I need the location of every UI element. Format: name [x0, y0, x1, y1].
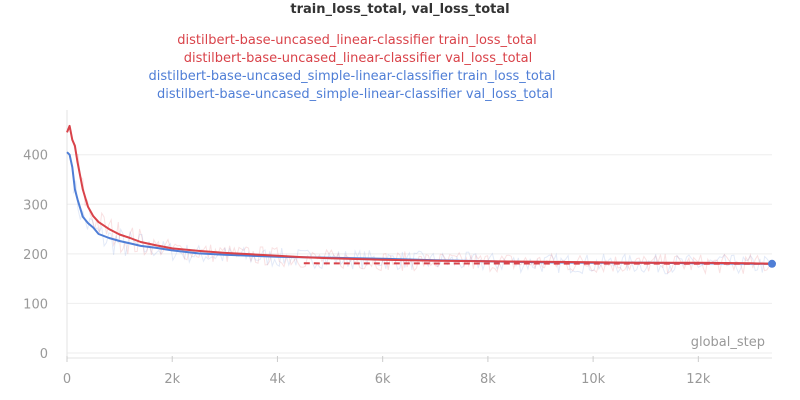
- series-lines: [66, 124, 776, 268]
- y-tick-label: 100: [23, 297, 48, 312]
- y-tick-label: 300: [23, 198, 48, 213]
- chart-title: train_loss_total, val_loss_total: [290, 2, 509, 17]
- legend-entry-simple-train[interactable]: distilbert-base-uncased_simple-linear-cl…: [148, 69, 555, 84]
- x-tick-label: 10k: [581, 372, 606, 387]
- x-tick-label: 0: [63, 372, 71, 387]
- x-tick-label: 6k: [375, 372, 391, 387]
- y-axis: 0 100 200 300 400: [23, 149, 48, 362]
- x-tick-label: 4k: [270, 372, 286, 387]
- legend-entry-simple-val[interactable]: distilbert-base-uncased_simple-linear-cl…: [157, 87, 553, 102]
- x-axis-label: global_step: [691, 335, 765, 350]
- y-tick-label: 400: [23, 149, 48, 164]
- x-tick-label: 8k: [480, 372, 496, 387]
- legend-entry-linear-train[interactable]: distilbert-base-uncased_linear-classifie…: [177, 33, 536, 48]
- series-0-line[interactable]: [66, 124, 773, 265]
- gridlines: [66, 110, 772, 359]
- x-tick-label: 12k: [686, 372, 711, 387]
- series-3-point[interactable]: [768, 259, 776, 268]
- legend: distilbert-base-uncased_linear-classifie…: [148, 33, 555, 102]
- y-tick-label: 200: [23, 248, 48, 263]
- y-tick-label: 0: [40, 347, 48, 362]
- x-axis: 0 2k 4k 6k 8k 10k 12k: [63, 356, 711, 387]
- raw-trace: [72, 180, 772, 275]
- series-1-line[interactable]: [303, 262, 773, 265]
- x-tick-label: 2k: [164, 372, 180, 387]
- legend-entry-linear-val[interactable]: distilbert-base-uncased_linear-classifie…: [184, 51, 532, 66]
